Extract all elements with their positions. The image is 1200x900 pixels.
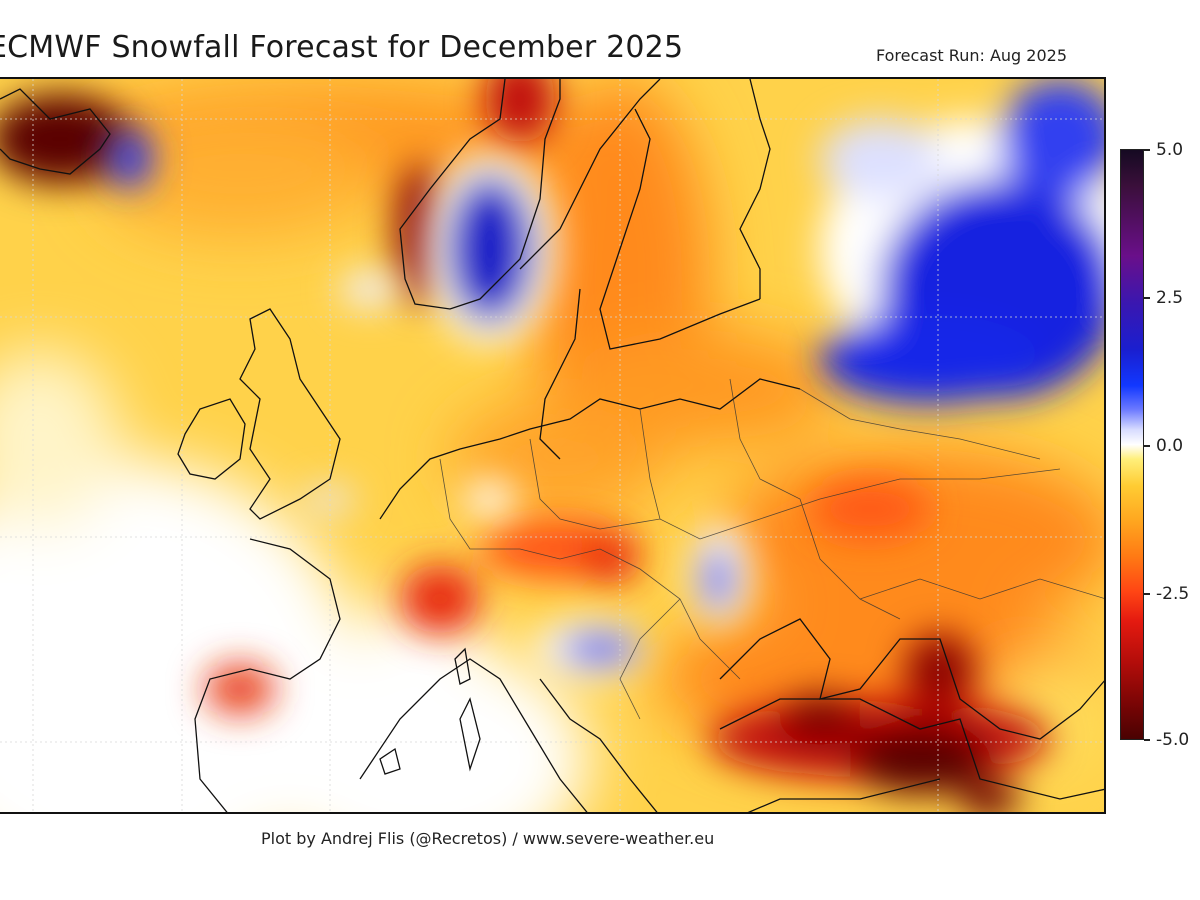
colorbar-tick	[1144, 739, 1150, 741]
colorbar-tick-label: 5.0	[1156, 140, 1184, 160]
colorbar-tick	[1144, 445, 1150, 447]
graticule	[0, 79, 1104, 812]
colorbar-tick-label: 2.5	[1156, 288, 1184, 308]
colorbar-tick-label: -2.5	[1156, 584, 1190, 604]
map-canvas	[0, 79, 1104, 812]
forecast-run-label: Forecast Run: Aug 2025	[876, 46, 1067, 65]
chart-title: ECMWF Snowfall Forecast for December 202…	[0, 30, 684, 65]
colorbar-tick	[1144, 593, 1150, 595]
colorbar-tick	[1144, 297, 1150, 299]
snowfall-anomaly-map	[0, 77, 1106, 814]
colorbar-tick-label: 0.0	[1156, 436, 1184, 456]
country-borders	[439, 378, 1104, 720]
coastlines	[0, 79, 1104, 812]
colorbar-tick	[1144, 149, 1150, 151]
colorbar	[1120, 149, 1144, 740]
anomaly-field	[0, 79, 1104, 812]
colorbar-tick-label: -5.0	[1156, 730, 1190, 750]
credit-line: Plot by Andrej Flis (@Recretos) / www.se…	[261, 829, 715, 848]
